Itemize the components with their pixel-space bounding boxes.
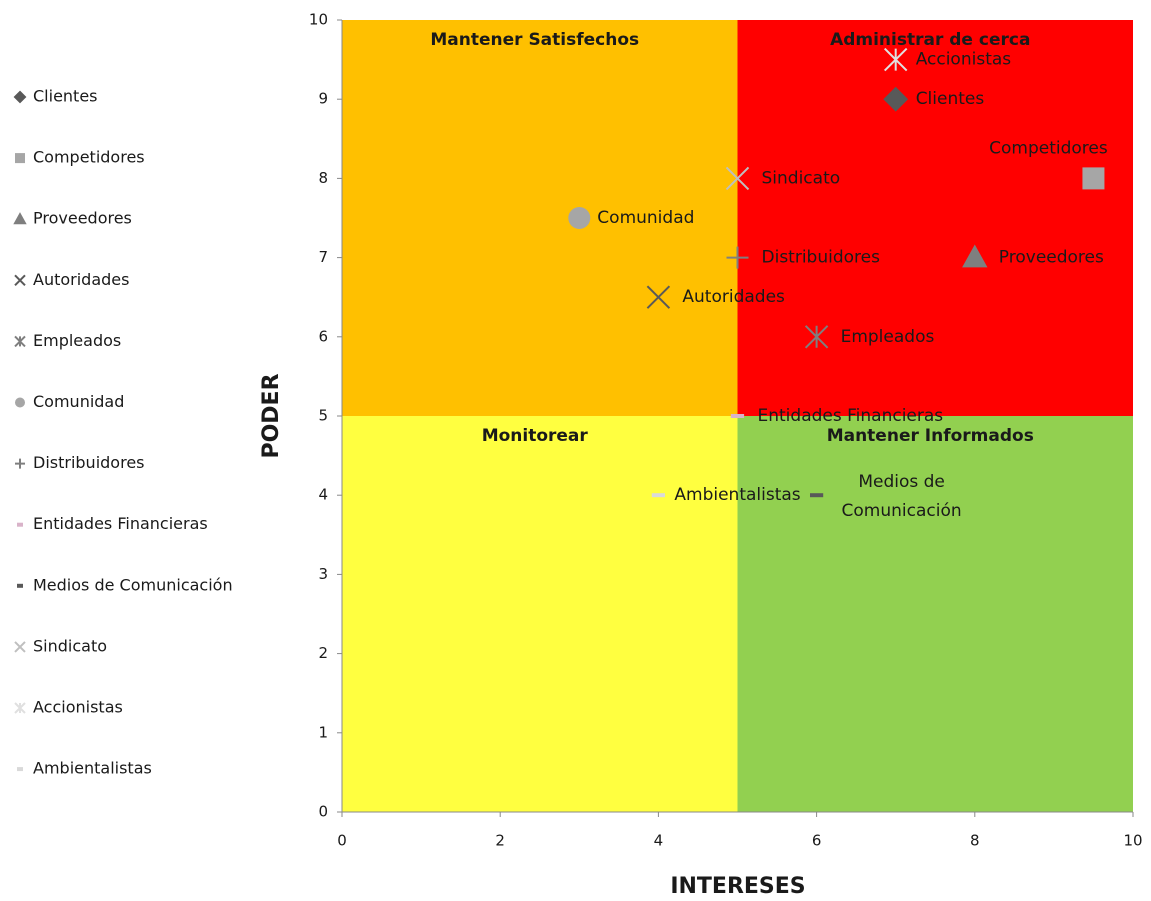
quadrant	[342, 20, 738, 416]
y-tick-label: 3	[318, 565, 328, 583]
quadrant-label: Administrar de cerca	[830, 30, 1030, 50]
y-tick-label: 5	[318, 407, 328, 425]
point	[1082, 167, 1105, 190]
legend-label: Empleados	[33, 331, 121, 350]
x-axis-title: INTERESES	[670, 874, 805, 899]
y-tick-label: 10	[309, 11, 328, 29]
legend-label: Sindicato	[33, 636, 107, 655]
legend-label: Comunidad	[33, 392, 124, 411]
x-tick-label: 4	[654, 832, 664, 850]
point	[725, 166, 750, 191]
legend-label: Accionistas	[33, 698, 123, 717]
quadrant	[737, 416, 1133, 812]
y-tick-label: 2	[318, 644, 328, 662]
point	[883, 47, 908, 72]
quadrant-label: Monitorear	[482, 426, 589, 446]
legend-marker	[15, 397, 25, 408]
legend-label: Distribuidores	[33, 453, 145, 472]
legend-marker	[14, 274, 26, 287]
y-tick-label: 9	[318, 90, 328, 108]
point-label: Clientes	[916, 89, 985, 109]
point	[804, 325, 829, 349]
y-tick-label: 7	[318, 248, 328, 266]
quadrant	[737, 20, 1133, 416]
legend-label: Proveedores	[33, 209, 132, 228]
y-tick-label: 8	[318, 169, 328, 187]
point-label: Autoridades	[682, 287, 785, 307]
legend-marker	[13, 212, 27, 225]
y-tick-label: 0	[318, 803, 328, 821]
point-label: Accionistas	[916, 50, 1012, 70]
legend-label: Entidades Financieras	[33, 514, 208, 533]
point-label: Sindicato	[762, 168, 841, 188]
legend-marker	[13, 90, 27, 104]
point	[883, 86, 909, 112]
x-tick-label: 2	[495, 832, 505, 850]
legend-label: Clientes	[33, 87, 98, 106]
point-label: Distribuidores	[762, 248, 881, 268]
quadrant-label: Mantener Informados	[827, 426, 1034, 446]
point-label: Empleados	[841, 327, 935, 347]
point-label: Medios de Comunicación	[841, 472, 962, 522]
y-tick-label: 6	[318, 327, 328, 345]
point-label: Ambientalistas	[674, 485, 800, 505]
point-label: Comunidad	[597, 208, 694, 228]
x-tick-label: 8	[970, 832, 980, 850]
quadrant	[342, 416, 738, 812]
legend-label: Competidores	[33, 148, 145, 167]
y-tick-label: 1	[318, 723, 328, 741]
legend-marker	[14, 641, 26, 653]
legend-marker	[15, 458, 25, 469]
point-label: Entidades Financieras	[758, 406, 944, 426]
point	[646, 285, 671, 309]
y-axis-title: PODER	[259, 373, 284, 458]
point-label-box: Medios de Comunicación	[841, 472, 962, 522]
point	[726, 246, 749, 269]
legend-label: Ambientalistas	[33, 759, 152, 778]
point	[962, 244, 988, 268]
legend-marker	[15, 153, 25, 164]
y-tick-label: 4	[318, 486, 328, 504]
x-tick-label: 0	[337, 832, 347, 850]
x-tick-label: 6	[812, 832, 822, 850]
point-label: Proveedores	[999, 248, 1104, 268]
legend-marker	[14, 702, 26, 714]
quadrant-label: Mantener Satisfechos	[430, 30, 639, 50]
legend-label: Autoridades	[33, 270, 129, 289]
point-label: Competidores	[989, 138, 1108, 158]
point	[568, 207, 591, 229]
legend-marker	[14, 335, 26, 348]
x-tick-label: 10	[1123, 832, 1142, 850]
legend-label: Medios de Comunicación	[33, 575, 233, 594]
